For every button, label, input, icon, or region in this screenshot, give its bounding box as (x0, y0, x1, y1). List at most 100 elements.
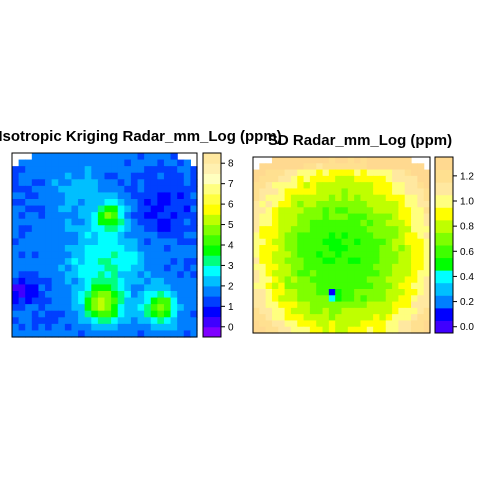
plot-frame-kriging (11, 152, 198, 338)
heatmap-cell (271, 169, 279, 177)
heatmap-cell (253, 194, 260, 202)
heatmap-cell (360, 289, 368, 296)
heatmap-cell (347, 232, 355, 240)
heatmap-cell (58, 153, 66, 161)
heatmap-cell (309, 188, 317, 196)
heatmap-cell (278, 326, 286, 334)
heatmap-cell (278, 295, 286, 303)
heatmap-cell (322, 194, 330, 202)
heatmap-cell (360, 282, 368, 290)
heatmap-cell (354, 226, 362, 234)
heatmap-cell (341, 175, 349, 183)
heatmap-cell (12, 330, 20, 338)
heatmap-cell (404, 157, 412, 164)
heatmap-cell (91, 271, 99, 279)
heatmap-cell (58, 199, 66, 207)
heatmap-cell (392, 289, 399, 296)
heatmap-cell (271, 263, 279, 271)
heatmap-cell (411, 314, 418, 322)
heatmap-cell (253, 314, 260, 322)
heatmap-cell (137, 245, 145, 253)
heatmap-cell (137, 199, 145, 207)
heatmap-cell (335, 289, 343, 296)
heatmap-cell (150, 310, 158, 318)
colorbar-swatch (203, 173, 221, 185)
heatmap-cell (157, 284, 165, 292)
heatmap-cell (417, 320, 425, 328)
heatmap-cell (78, 172, 86, 180)
heatmap-cell (328, 182, 336, 190)
heatmap-cell (404, 245, 412, 252)
heatmap-cell (177, 231, 185, 240)
heatmap-cell (137, 185, 145, 194)
heatmap-cell (12, 238, 20, 246)
heatmap-cell (177, 264, 185, 272)
heatmap-cell (347, 276, 355, 284)
heatmap-cell (366, 276, 374, 284)
heatmap-cell (111, 231, 119, 240)
heatmap-cell (170, 317, 178, 325)
heatmap-cell (392, 226, 399, 234)
heatmap-cell (170, 153, 178, 161)
heatmap-cell (417, 188, 425, 196)
heatmap-cell (271, 314, 279, 322)
heatmap-cell (31, 172, 40, 180)
heatmap-cell (373, 175, 381, 183)
heatmap-cell (38, 271, 46, 279)
heatmap-cell (144, 166, 152, 174)
heatmap-cell (18, 323, 26, 332)
heatmap-cell (91, 317, 99, 325)
heatmap-cell (137, 231, 145, 240)
heatmap-cell (130, 277, 139, 286)
heatmap-cell (322, 226, 330, 234)
heatmap-cell (253, 238, 260, 246)
heatmap-cell (284, 169, 292, 177)
heatmap-cell (411, 326, 418, 334)
heatmap-cell (322, 314, 330, 322)
heatmap-cell (64, 185, 73, 194)
heatmap-cell (347, 163, 355, 171)
heatmap-cell (303, 188, 311, 196)
heatmap-cell (91, 291, 99, 299)
heatmap-cell (137, 172, 145, 180)
heatmap-cell (157, 166, 165, 174)
heatmap-cell (12, 310, 20, 318)
heatmap-cell (183, 225, 191, 233)
heatmap-cell (309, 307, 317, 315)
heatmap-cell (385, 251, 393, 259)
heatmap-cell (290, 276, 298, 284)
heatmap-cell (18, 271, 26, 279)
heatmap-cell (150, 199, 158, 207)
heatmap-cell (284, 263, 292, 271)
heatmap-cell (284, 238, 292, 246)
heatmap-cell (398, 295, 406, 303)
heatmap-cell (290, 270, 298, 278)
heatmap-cell (379, 307, 387, 315)
heatmap-cell (190, 271, 198, 279)
heatmap-cell (309, 320, 317, 328)
heatmap-cell (91, 185, 99, 194)
heatmap-cell (111, 218, 119, 226)
heatmap-cell (347, 238, 355, 246)
heatmap-cell (144, 185, 152, 194)
heatmap-cell (354, 219, 362, 227)
heatmap-cell (423, 314, 431, 322)
heatmap-cell (137, 159, 145, 167)
heatmap-cell (64, 284, 73, 292)
heatmap-cell (385, 263, 393, 271)
heatmap-cell (124, 231, 132, 240)
heatmap-cell (284, 270, 292, 278)
heatmap-cell (316, 320, 324, 328)
heatmap-cell (144, 251, 152, 259)
heatmap-cell (411, 301, 418, 309)
heatmap-cell (271, 245, 279, 252)
colorbar-swatch (203, 285, 221, 297)
heatmap-cell (392, 201, 399, 208)
heatmap-cell (45, 277, 53, 286)
heatmap-cell (411, 163, 418, 171)
colorbar-swatch (435, 282, 453, 296)
heatmap-cell (137, 179, 145, 187)
heatmap-cell (379, 182, 387, 190)
heatmap-cell (31, 291, 40, 299)
